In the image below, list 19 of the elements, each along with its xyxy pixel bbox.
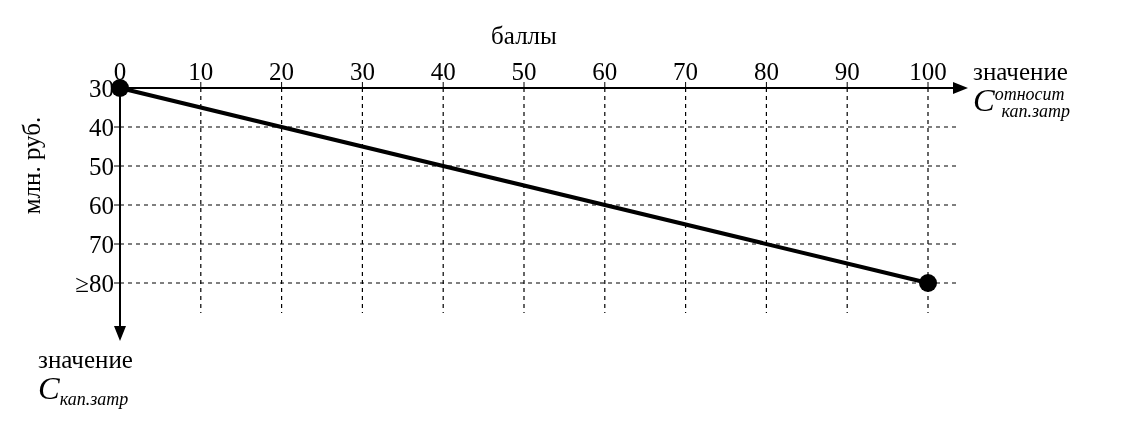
x-tick-label: 10 [188, 58, 214, 85]
x-tick-label: 20 [269, 58, 295, 85]
y-tick-label: 40 [89, 114, 114, 141]
y-tick-label: ≥80 [75, 270, 114, 297]
x-tick-label: 60 [592, 58, 618, 85]
y-axis-title: млн. руб. [18, 116, 45, 215]
y-tick-label: 60 [89, 192, 114, 219]
x-axis-title: баллы [491, 22, 558, 49]
y-tick-label: 50 [89, 153, 114, 180]
x-tick-label: 90 [834, 58, 860, 85]
x-tick-label: 70 [673, 58, 699, 85]
x-tick-label: 100 [909, 58, 947, 85]
text: значение C$_{кап.затр}$ [38, 346, 133, 410]
x-tick-label: 50 [511, 58, 537, 85]
x-tick-label: 80 [753, 58, 779, 85]
x-tick-label: 30 [349, 58, 375, 85]
x-tick-label: 40 [430, 58, 456, 85]
x-tick-label: 0 [113, 58, 127, 85]
y-tick-label: 70 [89, 231, 114, 258]
